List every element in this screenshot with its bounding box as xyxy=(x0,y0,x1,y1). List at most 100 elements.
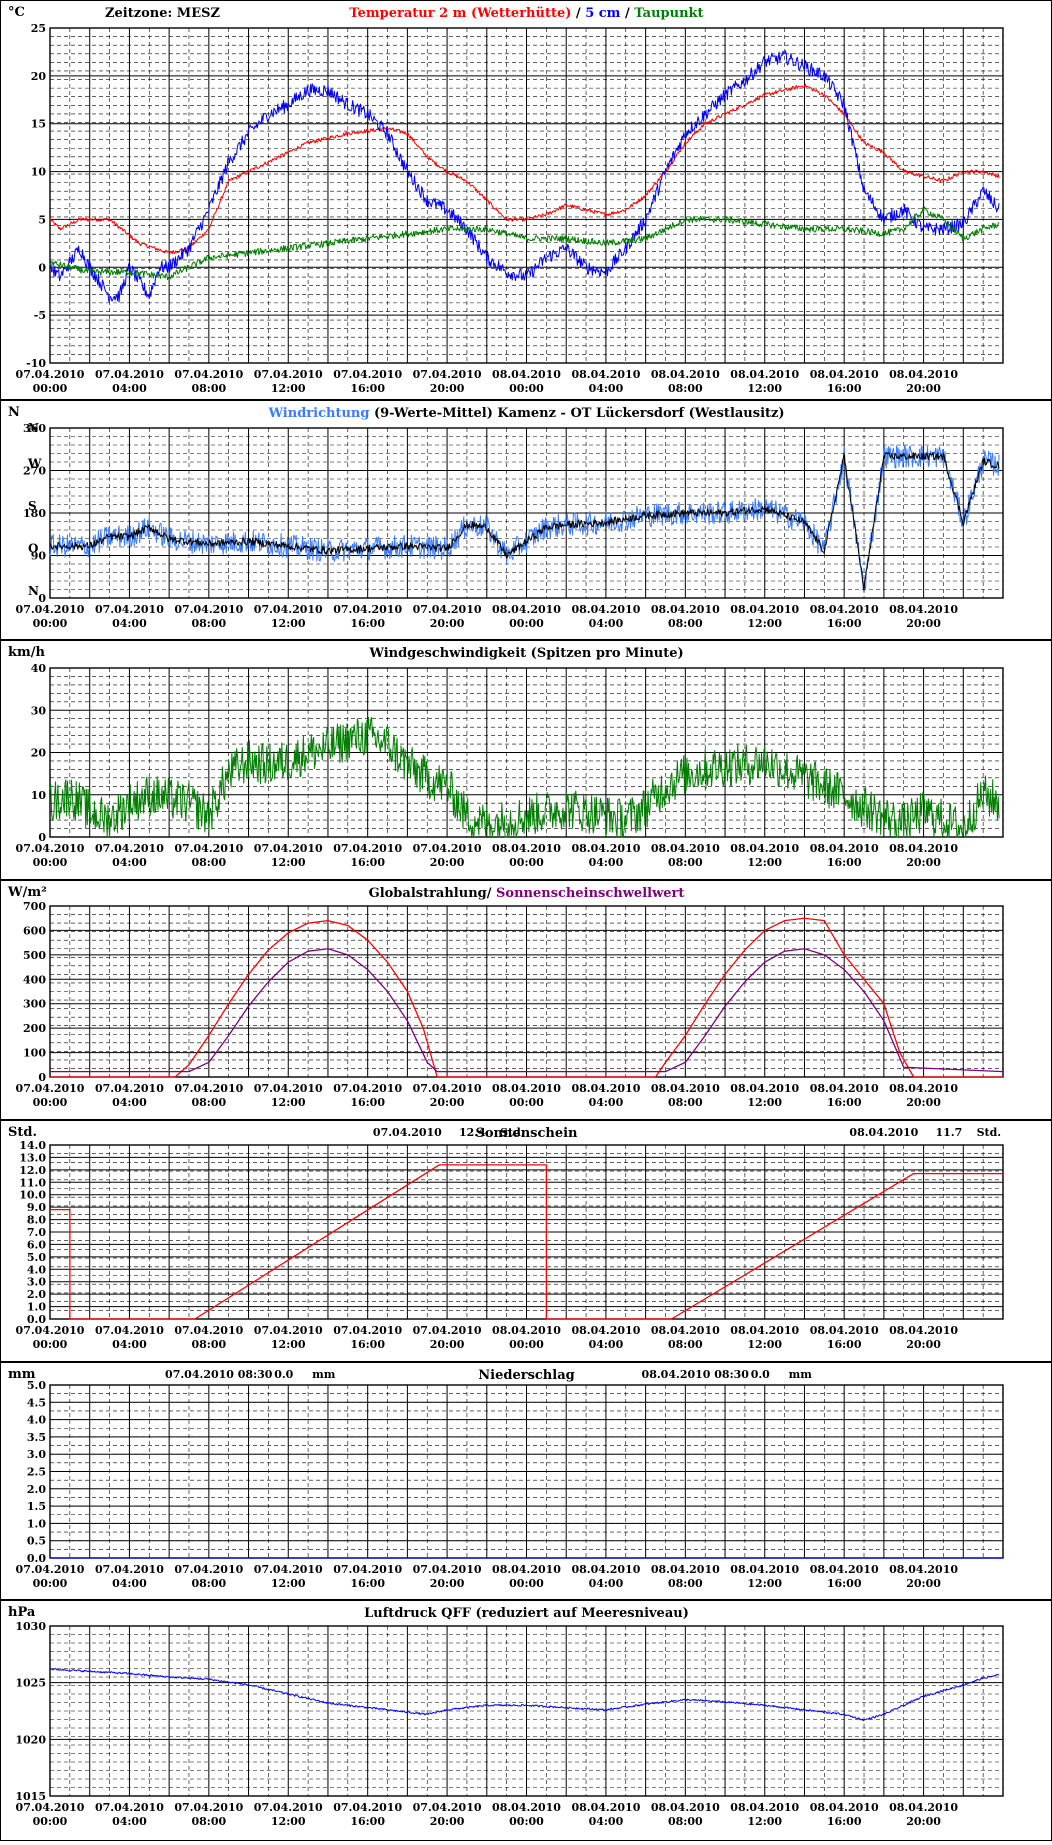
x-tick-time: 08:00 xyxy=(668,1815,703,1828)
y-tick-label: 0 xyxy=(38,261,46,274)
unit-label: mm xyxy=(8,1367,36,1382)
y-tick-label: 0 xyxy=(38,831,46,844)
series-line xyxy=(50,1164,1003,1320)
x-tick-date: 07.04.2010 xyxy=(333,1801,402,1814)
unit-label: km/h xyxy=(8,645,46,660)
x-tick-date: 07.04.2010 xyxy=(95,1324,164,1337)
x-tick-time: 08:00 xyxy=(191,856,226,869)
x-tick-time: 20:00 xyxy=(430,856,465,869)
x-tick-date: 07.04.2010 xyxy=(95,603,164,616)
x-tick-time: 12:00 xyxy=(747,1577,782,1590)
x-tick-time: 12:00 xyxy=(271,617,306,630)
y-tick-label: 10.0 xyxy=(19,1189,46,1202)
y-tick-label: 40 xyxy=(31,662,47,675)
y-tick-label: 2.0 xyxy=(27,1483,46,1496)
x-tick-date: 07.04.2010 xyxy=(95,1082,164,1095)
x-tick-time: 20:00 xyxy=(906,1577,941,1590)
x-tick-date: 07.04.2010 xyxy=(16,603,85,616)
x-tick-date: 08.04.2010 xyxy=(571,1563,640,1576)
series-line xyxy=(50,948,1004,1073)
y-tick-label: 400 xyxy=(23,973,46,986)
y-tick-label: 1020 xyxy=(15,1733,46,1746)
y-tick-label: 360 xyxy=(23,422,46,435)
x-tick-time: 00:00 xyxy=(509,1577,544,1590)
x-tick-date: 07.04.2010 xyxy=(16,1324,85,1337)
x-tick-date: 08.04.2010 xyxy=(730,1082,799,1095)
x-tick-date: 08.04.2010 xyxy=(730,1563,799,1576)
x-tick-time: 12:00 xyxy=(747,1815,782,1828)
x-tick-time: 20:00 xyxy=(906,1338,941,1351)
title-part: Taupunkt xyxy=(634,6,703,21)
x-tick-date: 07.04.2010 xyxy=(95,1563,164,1576)
annotation-unit: mm xyxy=(789,1368,813,1381)
x-tick-date: 07.04.2010 xyxy=(413,1801,482,1814)
y-tick-label: 200 xyxy=(23,1022,46,1035)
x-tick-time: 20:00 xyxy=(430,1815,465,1828)
annotation-value: 0.0 xyxy=(274,1368,293,1381)
x-tick-date: 08.04.2010 xyxy=(492,1801,561,1814)
x-tick-date: 08.04.2010 xyxy=(810,1563,879,1576)
x-tick-date: 08.04.2010 xyxy=(651,1324,720,1337)
title-part: Luftdruck QFF (reduziert auf Meeresnivea… xyxy=(364,1606,689,1621)
unit-label: W/m² xyxy=(7,885,47,900)
chart-radiation: 700 600 500 400 300 200 100 0 W/m² Globalstrahlun… xyxy=(0,880,1052,1120)
x-tick-time: 12:00 xyxy=(271,1577,306,1590)
x-tick-date: 07.04.2010 xyxy=(333,368,402,381)
x-tick-time: 16:00 xyxy=(350,617,385,630)
y-tick-label: 14.0 xyxy=(19,1139,46,1152)
x-tick-date: 07.04.2010 xyxy=(16,1563,85,1576)
x-tick-time: 12:00 xyxy=(747,382,782,395)
x-tick-time: 08:00 xyxy=(668,1096,703,1109)
title-part: Globalstrahlung/ xyxy=(369,886,496,901)
series-line xyxy=(49,452,1000,592)
direction-label: S xyxy=(28,499,37,513)
y-tick-label: 15 xyxy=(31,118,46,131)
y-tick-label: 2.0 xyxy=(27,1288,46,1301)
y-tick-label: 13.0 xyxy=(19,1151,46,1164)
x-tick-date: 07.04.2010 xyxy=(254,1563,323,1576)
chart-title: Globalstrahlung/ Sonnenscheinschwellwert xyxy=(369,886,685,901)
y-tick-label: 0.0 xyxy=(27,1313,46,1326)
x-tick-time: 04:00 xyxy=(589,1338,624,1351)
x-tick-date: 07.04.2010 xyxy=(254,368,323,381)
x-tick-time: 20:00 xyxy=(906,1815,941,1828)
y-tick-label: 3.0 xyxy=(27,1448,46,1461)
chart-precip: 5.0 4.5 4.0 3.5 3.0 2.5 2.0 1.5 1.0 0.5 0.0 mm Niede… xyxy=(0,1362,1052,1600)
x-tick-time: 00:00 xyxy=(33,1338,68,1351)
y-tick-label: 1015 xyxy=(15,1790,46,1803)
x-tick-date: 08.04.2010 xyxy=(889,1082,958,1095)
x-tick-time: 16:00 xyxy=(827,856,862,869)
unit-label: Std. xyxy=(8,1125,37,1140)
x-tick-date: 08.04.2010 xyxy=(810,603,879,616)
x-tick-date: 08.04.2010 xyxy=(651,1563,720,1576)
series-line xyxy=(50,917,1003,1078)
x-tick-date: 07.04.2010 xyxy=(174,1082,243,1095)
x-tick-date: 07.04.2010 xyxy=(254,603,323,616)
x-tick-time: 12:00 xyxy=(747,856,782,869)
x-tick-time: 12:00 xyxy=(271,1815,306,1828)
x-tick-date: 07.04.2010 xyxy=(174,603,243,616)
x-tick-time: 00:00 xyxy=(33,382,68,395)
x-tick-time: 16:00 xyxy=(350,1096,385,1109)
series-line xyxy=(49,206,1000,281)
chart-temp: 25 20 15 10 5 0 -5 -10 °C Temperatur 2 m (Wetterh… xyxy=(0,0,1052,400)
x-tick-date: 07.04.2010 xyxy=(174,1801,243,1814)
x-tick-time: 00:00 xyxy=(509,382,544,395)
x-tick-date: 08.04.2010 xyxy=(889,603,958,616)
y-tick-label: 4.0 xyxy=(27,1414,46,1427)
y-tick-label: 1.0 xyxy=(27,1517,46,1530)
x-tick-time: 00:00 xyxy=(509,1096,544,1109)
x-tick-date: 08.04.2010 xyxy=(810,1801,879,1814)
x-tick-date: 08.04.2010 xyxy=(492,1082,561,1095)
x-tick-time: 20:00 xyxy=(906,856,941,869)
title-part: Windgeschwindigkeit (Spitzen pro Minute) xyxy=(368,646,683,661)
annotation-date: 07.04.2010 xyxy=(373,1126,442,1139)
y-tick-label: 0 xyxy=(38,1071,46,1084)
x-tick-date: 08.04.2010 xyxy=(571,603,640,616)
series-line xyxy=(49,50,1000,303)
title-part: Temperatur 2 m (Wetterhütte) xyxy=(349,6,571,21)
chart-pressure: 1030 1025 1020 1015 hPa Luftdruck QFF (reduzi… xyxy=(0,1600,1052,1841)
y-tick-label: 100 xyxy=(23,1047,46,1060)
y-tick-label: 10 xyxy=(31,166,47,179)
